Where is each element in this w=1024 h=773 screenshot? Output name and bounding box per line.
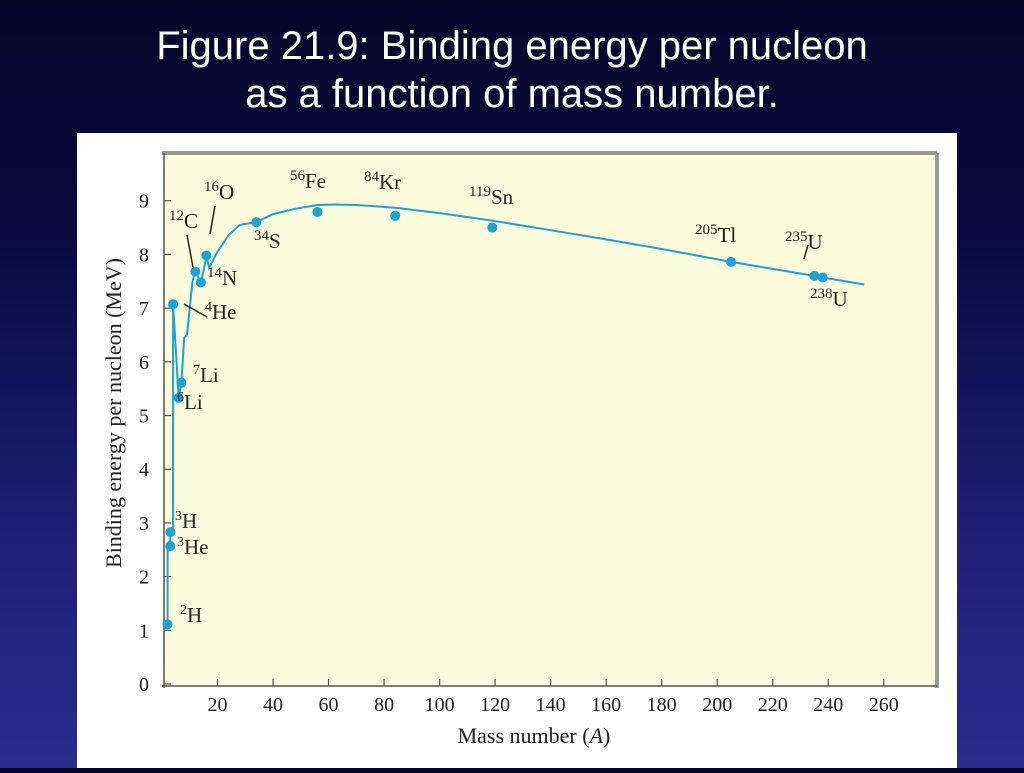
nuclide-label: 14N	[207, 265, 237, 290]
binding-energy-chart: 0 1 2 3 4 5 6 7 8 9 20 40 60 80 100 120 140 160 180 200 220…	[101, 151, 939, 748]
x-tick-label: 100	[425, 694, 455, 716]
nuclide-point	[195, 277, 206, 288]
nuclide-label: 56Fe	[290, 168, 326, 193]
slide-title-line-1: Figure 21.9: Binding energy per nucleon	[156, 24, 868, 68]
x-tick-label: 240	[813, 694, 843, 716]
y-tick-label: 3	[139, 513, 149, 535]
nuclide-label: 3H	[175, 509, 197, 533]
x-tick-label: 80	[374, 694, 394, 716]
y-axis-label: Binding energy per nucleon (MeV)	[101, 258, 126, 568]
nuclide-label: 238U	[810, 286, 848, 311]
y-tick-label: 7	[139, 298, 149, 320]
x-tick-label: 200	[702, 694, 732, 716]
nuclide-label: 2H	[180, 603, 202, 627]
nuclide-point	[168, 299, 179, 310]
nuclide-label: 205Tl	[695, 222, 736, 247]
nuclide-label: 16O	[204, 179, 234, 204]
leader-line-o16	[209, 205, 216, 235]
nuclide-point	[165, 527, 176, 538]
x-tick-label: 140	[536, 694, 566, 716]
x-tick-label: 20	[208, 694, 228, 716]
nuclide-point	[487, 222, 498, 233]
y-axis-ticks: 0 1 2 3 4 5 6 7 8 9	[139, 191, 171, 696]
leader-line-u235	[803, 244, 809, 260]
y-tick-label: 0	[139, 674, 149, 696]
nuclide-point	[809, 270, 820, 281]
y-tick-label: 2	[139, 567, 149, 589]
y-tick-label: 6	[139, 352, 149, 374]
nuclide-point	[251, 217, 262, 228]
figure-panel: 0 1 2 3 4 5 6 7 8 9 20 40 60 80 100 120 140 160 180 200 220…	[77, 133, 957, 768]
nuclide-point	[312, 206, 323, 217]
nuclide-label: 34S	[254, 228, 281, 253]
nuclide-point	[162, 619, 173, 630]
y-tick-label: 5	[139, 406, 149, 428]
x-axis-label: Mass number (A)	[458, 723, 611, 748]
y-tick-label: 1	[139, 620, 149, 642]
nuclide-point	[176, 377, 187, 388]
nuclide-point	[190, 266, 201, 277]
nuclide-point	[390, 210, 401, 221]
x-tick-label: 120	[480, 694, 510, 716]
nuclide-label: 119Sn	[469, 184, 514, 209]
y-tick-label: 9	[139, 191, 149, 213]
x-tick-label: 220	[758, 694, 788, 716]
y-tick-label: 8	[139, 244, 149, 266]
nuclide-label: 3He	[177, 535, 209, 559]
label-leader-lines	[183, 205, 809, 318]
nuclide-point	[817, 272, 828, 283]
leader-line-c12	[186, 234, 194, 268]
slide-title: Figure 21.9: Binding energy per nucleon …	[0, 22, 1024, 118]
x-tick-label: 40	[263, 694, 283, 716]
nuclide-point	[165, 540, 176, 551]
x-tick-label: 60	[319, 694, 339, 716]
nuclide-label: 235U	[785, 229, 823, 254]
x-tick-label: 260	[869, 694, 899, 716]
nuclide-label: 6Li	[177, 390, 203, 414]
leader-line-he4	[183, 303, 208, 318]
nuclide-point	[173, 392, 184, 403]
slide-title-line-2: as a function of mass number.	[245, 72, 779, 116]
plot-area	[162, 153, 937, 688]
y-tick-label: 4	[139, 459, 149, 481]
nuclide-label: 4He	[205, 300, 237, 324]
nuclide-label: 84Kr	[364, 169, 401, 194]
x-tick-label: 160	[591, 694, 621, 716]
nuclide-point	[201, 250, 212, 261]
nuclide-points	[162, 206, 828, 630]
x-tick-label: 180	[647, 694, 677, 716]
nuclide-label: 7Li	[193, 363, 219, 387]
x-axis-ticks: 20 40 60 80 100 120 140 160 180 200 220 240 260	[208, 679, 899, 716]
nuclide-point	[726, 256, 737, 267]
nuclide-label: 12C	[169, 208, 198, 233]
